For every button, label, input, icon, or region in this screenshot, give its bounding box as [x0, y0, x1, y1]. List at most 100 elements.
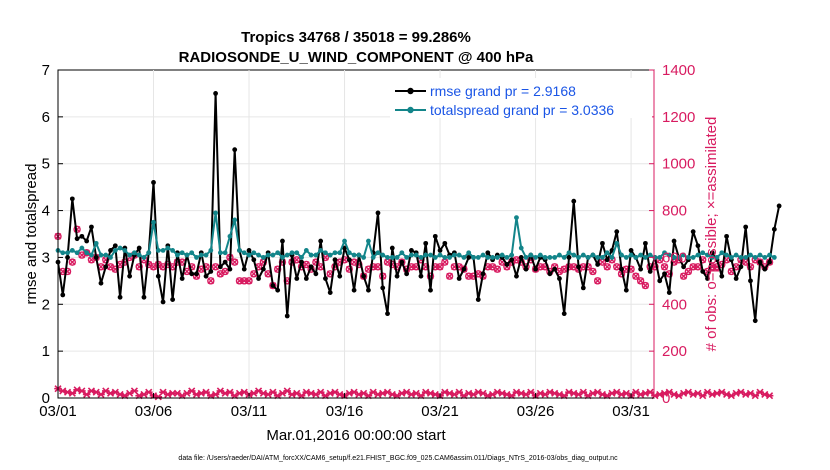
series-point: [490, 255, 495, 260]
series-point: [380, 285, 386, 291]
series-point: [566, 255, 572, 260]
series-point: [461, 255, 467, 260]
axes-layer: 0 1 2 3 4 5 6 7 0 200 400 600 800 1000 1200 1400 03/01 03…: [39, 62, 695, 420]
series-3: [54, 385, 774, 401]
series-point: [628, 252, 634, 258]
series-point: [771, 255, 777, 260]
obs-possible-point-cross: [374, 263, 382, 271]
series-point: [241, 250, 247, 256]
series-point: [709, 255, 715, 260]
series-point: [399, 250, 405, 256]
series-point: [327, 252, 333, 258]
series-point: [303, 276, 309, 281]
series-point: [600, 240, 605, 246]
series-point: [222, 250, 228, 256]
obs-possible-point-cross: [632, 272, 640, 280]
y-left-tick-label: 2: [42, 296, 50, 313]
series-point: [705, 276, 710, 281]
obs-assimilated-point: [765, 392, 774, 400]
series-point: [260, 266, 266, 272]
series-point: [103, 252, 109, 258]
obs-assimilated-point: [202, 388, 210, 396]
series-point: [251, 257, 257, 263]
series-point: [155, 273, 161, 279]
legend-rmse-marker: [407, 87, 414, 95]
series-point: [294, 250, 300, 256]
series-point: [423, 240, 429, 246]
series-point: [222, 259, 228, 265]
series-point: [203, 273, 209, 279]
series-point: [738, 264, 744, 270]
series-point: [748, 252, 753, 258]
series-point: [671, 238, 677, 244]
obs-assimilated-point: [698, 392, 707, 400]
obs-assimilated-point: [68, 389, 77, 397]
series-point: [385, 311, 390, 317]
series-point: [480, 252, 486, 258]
obs-possible-point-cross: [441, 258, 449, 266]
y-right-tick-label: 800: [662, 203, 687, 220]
series-point: [428, 287, 433, 293]
series-point: [93, 240, 99, 246]
series-point: [179, 250, 185, 256]
series-point: [418, 273, 424, 279]
series-point: [471, 255, 476, 260]
series-point: [394, 255, 400, 260]
obs-possible-point-cross: [642, 282, 649, 289]
series-point: [475, 297, 481, 302]
series-point: [752, 255, 758, 260]
series-point: [399, 259, 405, 265]
series-point: [84, 238, 90, 244]
series-point: [466, 250, 472, 256]
obs-assimilated-point: [579, 388, 588, 396]
chart-title-line2: RADIOSONDE_U_WIND_COMPONENT @ 400 hPa: [179, 49, 534, 66]
series-point: [69, 248, 75, 253]
obs-assimilated-point: [526, 388, 535, 396]
obs-possible-point-cross: [221, 268, 229, 275]
series-point: [256, 276, 261, 281]
series-point: [389, 255, 395, 260]
series-point: [595, 255, 601, 260]
series-point: [604, 257, 610, 263]
series-point: [174, 252, 180, 258]
series-point: [771, 226, 777, 232]
series-point: [141, 294, 147, 300]
series-point: [323, 276, 328, 281]
obs-possible-point: [589, 267, 597, 276]
series-point: [74, 236, 80, 242]
obs-assimilated-point: [751, 392, 760, 400]
series-point: [337, 250, 343, 256]
series-point: [485, 250, 491, 256]
series-point: [690, 255, 696, 260]
series-point: [394, 273, 400, 279]
series-point: [662, 250, 667, 256]
series-point: [284, 252, 290, 258]
series-point: [165, 245, 171, 251]
series-point: [557, 252, 562, 258]
series-point: [724, 233, 729, 239]
obs-possible-point: [202, 263, 210, 271]
series-point: [657, 278, 663, 284]
series-point: [580, 285, 586, 291]
series-point: [681, 252, 687, 258]
series-point: [432, 233, 438, 239]
series-point: [141, 255, 147, 260]
series-point: [280, 238, 285, 244]
obs-possible-point: [230, 258, 239, 266]
series-point: [385, 255, 390, 260]
chart-title-line1: Tropics 34768 / 35018 = 99.286%: [241, 29, 471, 46]
series-point: [451, 252, 457, 258]
obs-possible-point-cross: [589, 268, 597, 275]
obs-possible-point: [641, 281, 650, 290]
series-point: [79, 245, 85, 251]
x-tick-label: 03/26: [517, 403, 555, 420]
series-point: [313, 252, 319, 258]
x-tick-label: 03/16: [326, 403, 364, 420]
x-tick-label: 03/31: [612, 403, 650, 420]
series-point: [533, 255, 538, 260]
series-point: [108, 248, 113, 253]
series-point: [666, 252, 672, 258]
legend-box: [390, 78, 652, 118]
series-point: [442, 240, 448, 246]
series-point: [79, 233, 85, 239]
